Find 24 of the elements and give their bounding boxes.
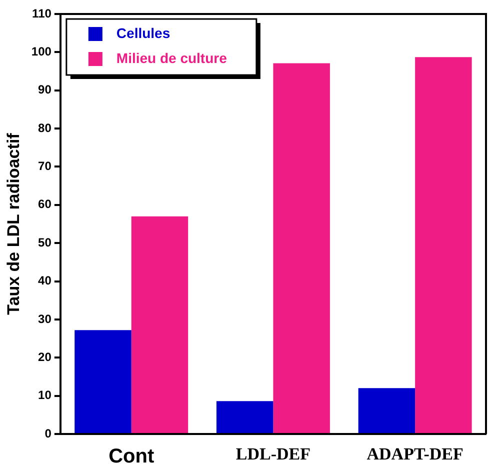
- y-tick-label: 70: [38, 159, 52, 174]
- legend-label: Cellules: [116, 24, 170, 41]
- y-tick-label: 0: [44, 426, 52, 440]
- bar: [74, 330, 132, 433]
- x-tick-label: ADAPT-DEF: [366, 444, 464, 464]
- x-tick-label: Cont: [108, 446, 154, 468]
- y-tick-label: 40: [38, 274, 52, 288]
- y-tick-label: 50: [38, 235, 52, 250]
- y-tick-label: 10: [38, 388, 52, 402]
- y-tick-label: 80: [38, 120, 52, 135]
- y-tick-label: 100: [31, 44, 52, 58]
- y-axis-title: Taux de LDL radioactif: [4, 132, 23, 315]
- y-tick-label: 30: [38, 312, 52, 326]
- y-tick-label: 20: [38, 350, 52, 364]
- bar: [131, 216, 188, 433]
- bar: [358, 388, 416, 433]
- y-tick-label: 60: [38, 197, 52, 212]
- bar: [415, 57, 472, 433]
- y-tick-label: 110: [32, 6, 52, 20]
- x-tick-label: LDL-DEF: [236, 444, 311, 464]
- bar: [273, 63, 330, 433]
- legend-label: Milieu de culture: [116, 50, 228, 66]
- y-tick-label: 90: [38, 82, 52, 97]
- bar: [216, 401, 274, 433]
